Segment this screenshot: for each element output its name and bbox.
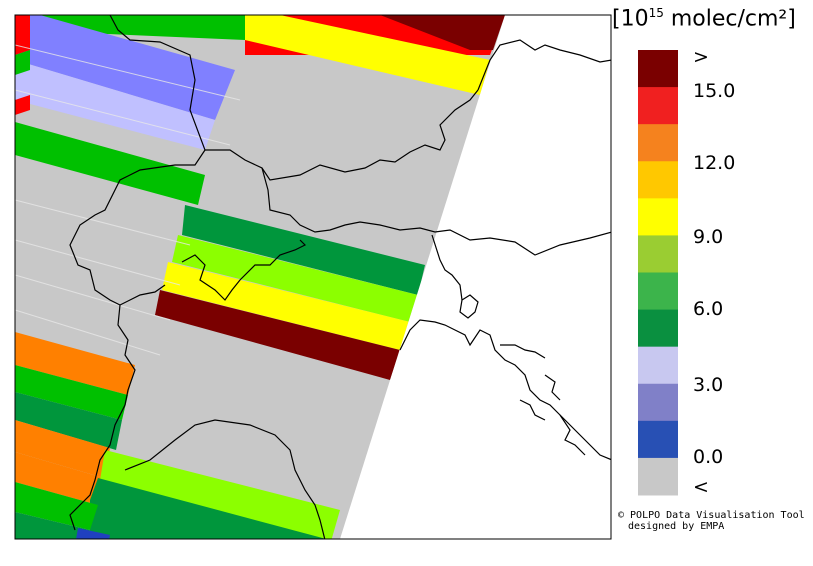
pixel-band [182,205,425,295]
colorbar-swatch [638,235,678,273]
colorbar-swatch [638,420,678,459]
pixel-band [15,482,98,530]
colorbar-swatch [638,161,678,199]
pixel-band [15,60,215,150]
pixel-band [15,332,135,395]
credit-line: designed by EMPA [628,521,725,532]
colorbar-swatch [638,198,678,236]
colorbar-tick-label: 3.0 [693,374,724,396]
colorbar-swatch [638,346,678,385]
pixel-band [15,122,205,205]
colorbar-swatch [638,124,678,162]
pixel-band [15,365,128,420]
pixel-band [15,15,235,120]
colorbar-tick-label: 9.0 [693,226,724,248]
pixel-band [172,235,418,322]
pixel-band [15,95,30,115]
colorbar-tick-label: 15.0 [693,80,736,102]
pixel-band [15,420,110,478]
pixel-band [15,50,30,75]
pixel-band [15,15,30,55]
pixel-band [162,262,410,350]
colorbar-swatch [638,457,678,496]
pixel-band [380,15,505,50]
scan-lines [15,44,241,356]
colorbar-tick-label: < [693,476,709,498]
colorbar-swatch [638,87,678,125]
colorbar-swatch [638,383,678,422]
pixel-band [15,392,122,450]
credit-text: © POLPO Data Visualisation Tool designed… [618,510,805,532]
pixel-band [15,452,104,505]
credit-line: © POLPO Data Visualisation Tool [618,510,805,521]
map-frame [15,15,611,539]
colorbar-tick-label: > [693,46,709,68]
pixel-band [15,15,245,40]
country-borders [69,15,611,539]
colorbar-swatch [638,272,678,311]
colorbar-swatch [638,50,678,88]
map-border [14,14,612,540]
colorbar-unit-label: [1015 molec/cm²] [612,6,796,32]
pixel-band [155,290,400,380]
colorbar-tick-label: 6.0 [693,298,724,320]
pixel-band [15,512,90,539]
pixel-band [90,478,330,539]
colorbar-swatch [638,309,678,348]
pixel-band [245,15,490,95]
colorbar-tick-label: 0.0 [693,446,724,468]
colorbar-tick-label: 12.0 [693,152,736,174]
pixel-band [100,450,340,539]
satellite-swath [15,15,505,539]
pixel-band [75,528,110,539]
colorbar [638,50,678,496]
